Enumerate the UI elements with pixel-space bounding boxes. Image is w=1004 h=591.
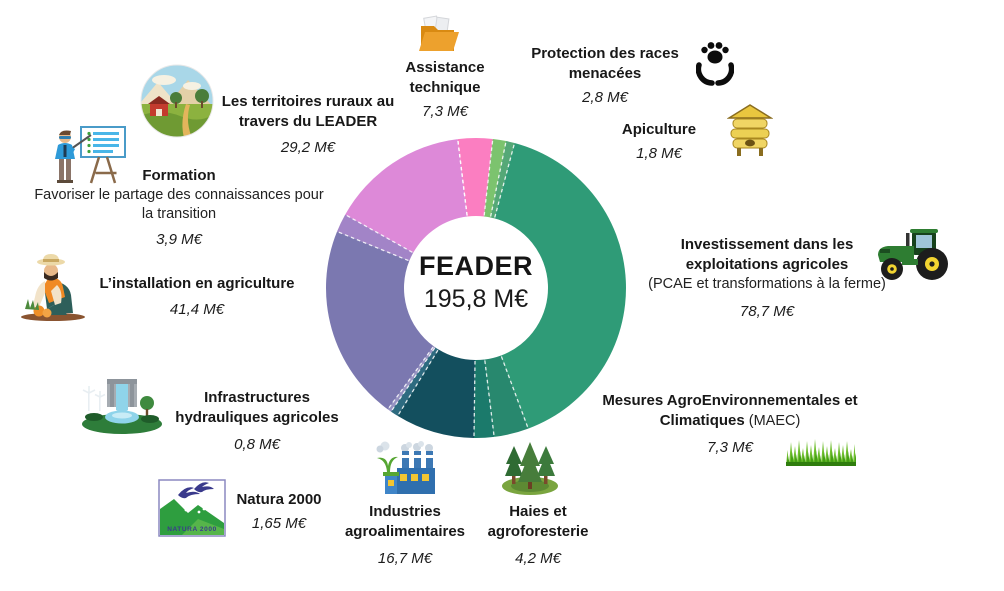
callout-title: Industries agroalimentaires [344,503,466,540]
donut-segment-protection-des-races-menac-es [484,138,507,218]
callout-natura-2000: Natura 2000 1,65 M€ [224,490,334,532]
donut-segment-apiculture [490,141,515,219]
donut-segment-industries-agroalimentaires [397,349,476,438]
farmer-icon [21,254,85,321]
teacher-icon [55,126,126,184]
callout-value: 29,2 M€ [280,138,336,156]
callout-value: 16,7 M€ [377,549,433,567]
callout-value: 4,2 M€ [515,549,561,567]
callout-apiculture: Apiculture 1,8 M€ [600,120,718,162]
rural-landscape-icon [140,64,214,138]
callout-value: 3,9 M€ [156,231,202,249]
donut-segment-investissement-dans-les-exploitations-agricoles [494,143,626,429]
callout-investissement: Investissement dans les exploitations ag… [633,235,901,320]
callout-value: 2,8 M€ [582,88,628,106]
trees-icon [502,442,558,495]
chart-title: FEADER [418,251,533,281]
callout-maec: Mesures AgroEnvironnementales et Climatiq… [582,391,878,456]
donut-chart [323,135,629,441]
callout-value: 7,3 M€ [422,102,468,120]
callout-title: Infrastructures hydrauliques agricoles [175,389,339,426]
donut-segment-infrastructures-hydrauliques-agricoles [387,346,436,412]
natura-logo-text: NATURA 2000 [167,526,217,533]
callout-leader: Les territoires ruraux au travers du LEA… [214,92,402,156]
factory-icon [376,441,435,494]
donut-center-label: FEADER 195,8 M€ [376,251,576,314]
callout-value: 41,4 M€ [169,300,225,318]
callout-title: Apiculture [621,121,697,138]
donut-segment-les-territoires-ruraux-au-travers-du-leader [345,139,468,253]
callout-infrastructures: Infrastructures hydrauliques agricoles 0… [164,388,350,453]
donut-segment-formation [337,214,414,261]
callout-title: Assistance technique [405,59,485,96]
callout-value: 78,7 M€ [739,302,795,320]
callout-formation: Formation Favoriser le partage des conna… [27,166,331,248]
folder-icon [419,15,459,51]
callout-title: Haies et agroforesterie [487,503,589,540]
grass-icon [786,439,856,466]
callout-installation: L’installation en agriculture 41,4 M€ [84,274,310,318]
callout-value: 1,65 M€ [251,514,307,532]
callout-title: Protection des races menacées [531,45,679,82]
callout-title: Les territoires ruraux au travers du LEA… [221,93,395,130]
callout-value: 7,3 M€ [707,438,753,456]
callout-protection-races: Protection des races menacées 2,8 M€ [520,44,690,106]
chart-total: 195,8 M€ [423,285,529,313]
callout-note: Favoriser le partage des connaissances p… [34,186,324,222]
beehive-icon [727,104,773,156]
natura-2000-logo: NATURA 2000 [158,479,226,537]
callout-haies: Haies et agroforesterie 4,2 M€ [474,502,602,567]
donut-svg [326,138,626,438]
donut-segment-assistance-technique [457,138,493,217]
paw-hands-icon [696,42,734,86]
callout-title: Investissement dans les exploitations ag… [680,236,854,273]
callout-value: 0,8 M€ [234,435,280,453]
donut-segment-haies-et-agroforesterie [473,359,495,438]
callout-value: 1,8 M€ [636,144,682,162]
donut-segment-mesures-agroenvironnementales-et-climatiques [484,355,529,437]
callout-industries: Industries agroalimentaires 16,7 M€ [336,502,474,567]
callout-title: Mesures AgroEnvironnementales et Climatiq… [602,392,858,429]
callout-assistance-technique: Assistance technique 7,3 M€ [384,58,506,120]
callout-title: L’installation en agriculture [99,275,295,292]
dam-icon [82,379,162,434]
callout-title: Natura 2000 [236,491,322,508]
callout-note: (PCAE et transformations à la ferme) [648,275,886,292]
donut-segment-l-installation-en-agriculture [326,231,434,410]
tractor-icon [878,229,948,280]
donut-segment-natura-2000 [391,347,439,416]
callout-title: Formation [142,167,216,184]
callout-note: (MAEC) [744,412,801,429]
